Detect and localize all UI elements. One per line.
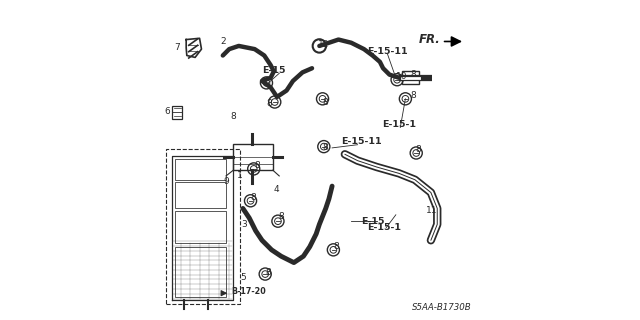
Text: 12: 12: [318, 40, 330, 49]
Text: FR.: FR.: [419, 33, 440, 46]
Text: 1: 1: [237, 171, 243, 180]
Text: 8: 8: [230, 112, 236, 121]
Text: E-15-1: E-15-1: [367, 223, 401, 232]
Bar: [402, 71, 419, 84]
Text: 10: 10: [396, 72, 408, 81]
Text: 11: 11: [426, 206, 438, 215]
Text: 3: 3: [241, 220, 247, 229]
Text: 8: 8: [410, 70, 416, 79]
Text: 8: 8: [266, 268, 271, 277]
Bar: [175, 159, 227, 180]
Text: 5: 5: [240, 273, 246, 282]
Text: 6: 6: [164, 107, 170, 116]
Text: 8: 8: [415, 145, 421, 154]
Text: 8: 8: [323, 143, 328, 152]
Text: E-15: E-15: [361, 217, 384, 226]
Bar: [172, 106, 182, 119]
Text: B-17-20: B-17-20: [232, 287, 266, 296]
Text: 8: 8: [323, 98, 328, 107]
Text: E-15-11: E-15-11: [367, 46, 408, 56]
Text: 4: 4: [273, 185, 279, 194]
Bar: [175, 211, 227, 244]
Text: 8: 8: [251, 193, 257, 202]
Text: 8: 8: [333, 242, 339, 251]
Text: 9: 9: [223, 177, 229, 186]
Text: E-15: E-15: [262, 66, 285, 75]
Bar: [175, 247, 227, 297]
Text: 8: 8: [410, 91, 416, 100]
Text: 8: 8: [267, 99, 273, 108]
Bar: [234, 144, 273, 170]
Text: 8: 8: [278, 212, 284, 221]
Bar: [175, 182, 227, 208]
Text: S5AA-B1730B: S5AA-B1730B: [412, 303, 471, 312]
Text: E-15-11: E-15-11: [340, 137, 381, 146]
Text: 7: 7: [174, 43, 180, 52]
Text: 8: 8: [254, 161, 260, 170]
Bar: [166, 149, 240, 304]
Text: 2: 2: [220, 37, 226, 46]
Text: E-15-1: E-15-1: [382, 120, 416, 129]
